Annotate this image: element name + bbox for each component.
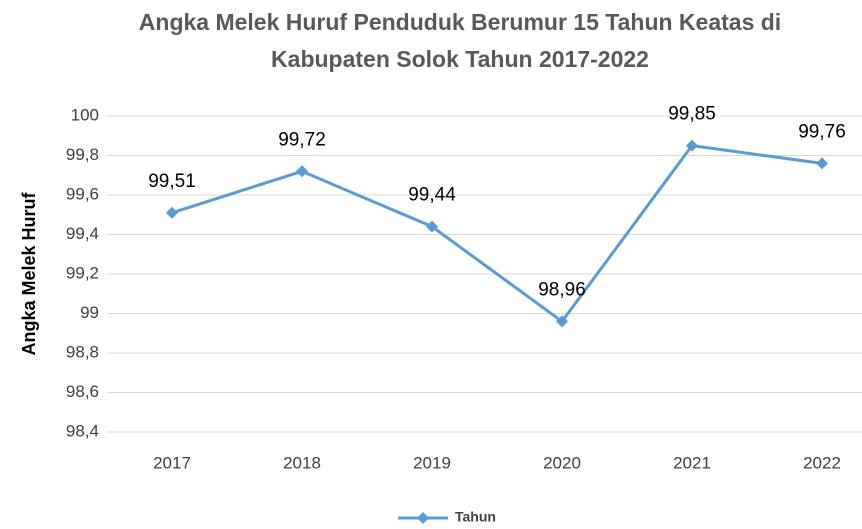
y-tick-label: 99,2 <box>66 263 99 282</box>
data-point <box>556 315 568 328</box>
x-tick-label: 2017 <box>153 453 191 472</box>
y-tick-label: 98,8 <box>66 342 99 361</box>
data-point <box>166 206 178 219</box>
data-point <box>686 139 698 152</box>
y-tick-label: 98,4 <box>66 421 99 440</box>
x-tick-label: 2020 <box>543 453 581 472</box>
data-label: 99,51 <box>148 171 196 192</box>
data-label: 99,76 <box>798 121 846 142</box>
x-tick-label: 2019 <box>413 453 451 472</box>
y-axis-label: Angka Melek Huruf <box>19 191 39 355</box>
y-tick-label: 99 <box>80 303 99 322</box>
y-tick-label: 99,8 <box>66 145 99 164</box>
chart-title: Kabupaten Solok Tahun 2017-2022 <box>271 46 649 72</box>
chart-title: Angka Melek Huruf Penduduk Berumur 15 Ta… <box>139 9 781 35</box>
data-label: 99,85 <box>668 104 716 125</box>
y-tick-label: 98,6 <box>66 382 99 401</box>
data-label: 99,72 <box>278 129 326 150</box>
x-tick-label: 2022 <box>803 453 841 472</box>
legend-marker <box>417 512 429 524</box>
y-tick-label: 100 <box>71 105 99 124</box>
y-tick-label: 99,4 <box>66 224 99 243</box>
x-tick-label: 2021 <box>673 453 711 472</box>
data-point <box>816 157 828 170</box>
x-tick-label: 2018 <box>283 453 321 472</box>
data-line <box>171 144 823 324</box>
data-label: 99,44 <box>408 185 456 206</box>
legend-label: Tahun <box>455 509 496 525</box>
data-point <box>296 165 308 178</box>
data-point <box>426 220 438 233</box>
data-label: 98,96 <box>538 279 586 300</box>
y-tick-label: 99,6 <box>66 184 99 203</box>
